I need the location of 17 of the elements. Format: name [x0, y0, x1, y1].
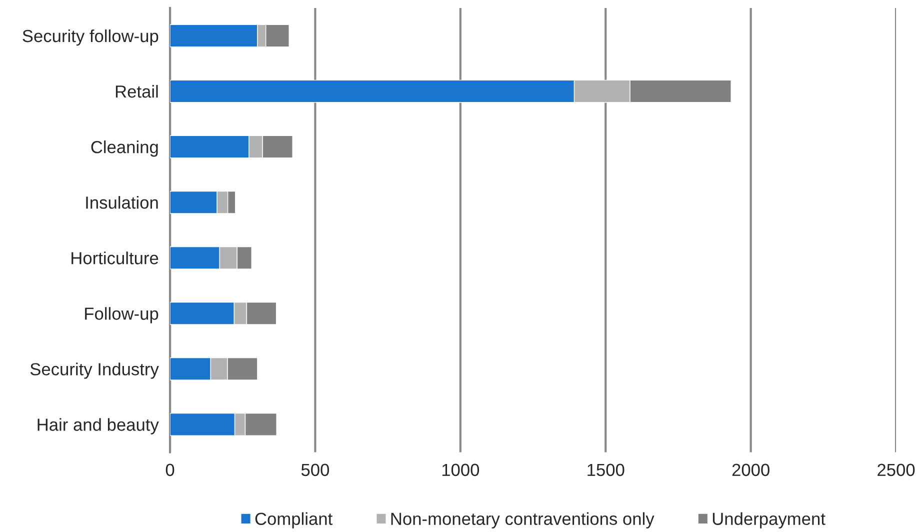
x-tick-label: 2000 [732, 464, 770, 476]
legend-label: Underpayment [712, 512, 826, 528]
legend-label: Non-monetary contraventions only [391, 512, 654, 528]
y-tick-label: Hair and beauty [38, 418, 159, 434]
y-tick-label: Insulation [86, 196, 158, 209]
legend-label: Compliant [255, 512, 332, 528]
x-tick-label: 0 [166, 464, 174, 476]
y-tick-label: Retail [116, 84, 158, 98]
y-tick-label: Security follow-up [22, 29, 158, 46]
x-tick-label: 1500 [588, 464, 624, 476]
x-tick-label: 1000 [442, 464, 480, 476]
x-tick-label: 500 [301, 464, 330, 476]
y-tick-label: Horticulture [72, 252, 158, 264]
x-tick-label: 2500 [878, 464, 915, 476]
y-tick-label: Follow-up [85, 307, 158, 324]
y-tick-label: Cleaning [91, 140, 158, 157]
y-tick-label: Security Industry [30, 362, 159, 379]
